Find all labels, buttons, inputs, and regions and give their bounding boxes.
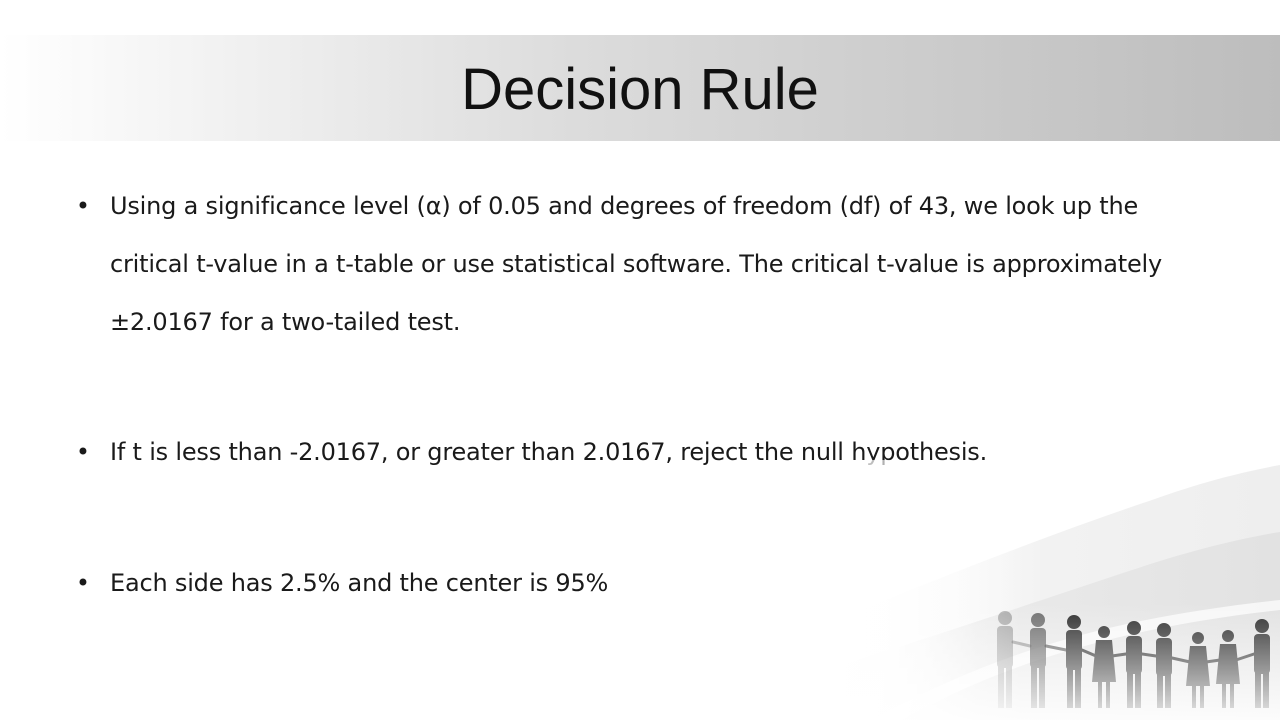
- title-band: [0, 35, 1280, 141]
- bullet-text: Using a significance level (α) of 0.05 a…: [110, 192, 1162, 336]
- slide-title: Decision Rule: [461, 57, 819, 122]
- bullet-icon: •: [75, 569, 91, 597]
- bullet-icon: •: [75, 192, 91, 220]
- people-holding-hands-silhouette-icon: [812, 460, 1280, 720]
- bullet-icon: •: [75, 438, 91, 466]
- bullet-item-1: • Using a significance level (α) of 0.05…: [74, 177, 1194, 351]
- bullet-item-3: • Each side has 2.5% and the center is 9…: [74, 554, 1194, 612]
- bullet-text: Each side has 2.5% and the center is 95%: [110, 569, 609, 597]
